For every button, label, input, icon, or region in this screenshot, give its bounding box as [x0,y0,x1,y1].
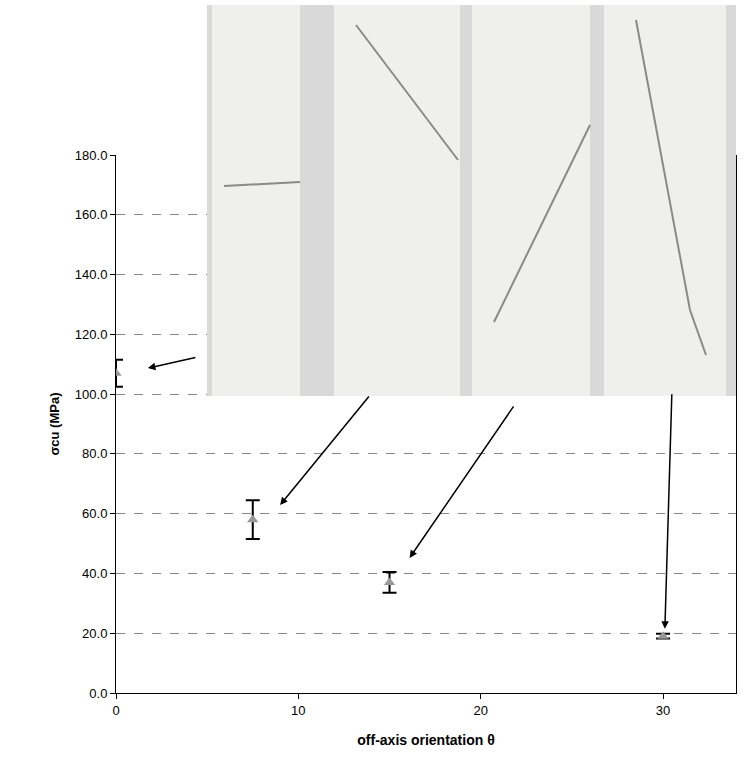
svg-text:100.0: 100.0 [75,387,108,402]
svg-text:30: 30 [656,703,670,718]
svg-text:180.0: 180.0 [75,148,108,163]
svg-text:80.0: 80.0 [82,446,107,461]
svg-text:140.0: 140.0 [75,267,108,282]
svg-text:off-axis orientation θ: off-axis orientation θ [357,732,494,748]
svg-text:120.0: 120.0 [75,327,108,342]
svg-text:10: 10 [291,703,305,718]
svg-text:40.0: 40.0 [82,566,107,581]
svg-text:σcu (MPa): σcu (MPa) [47,392,62,455]
svg-text:0: 0 [112,703,119,718]
svg-text:20.0: 20.0 [82,626,107,641]
svg-text:60.0: 60.0 [82,506,107,521]
svg-text:0.0: 0.0 [89,686,107,701]
svg-text:160.0: 160.0 [75,207,108,222]
svg-text:20: 20 [473,703,487,718]
